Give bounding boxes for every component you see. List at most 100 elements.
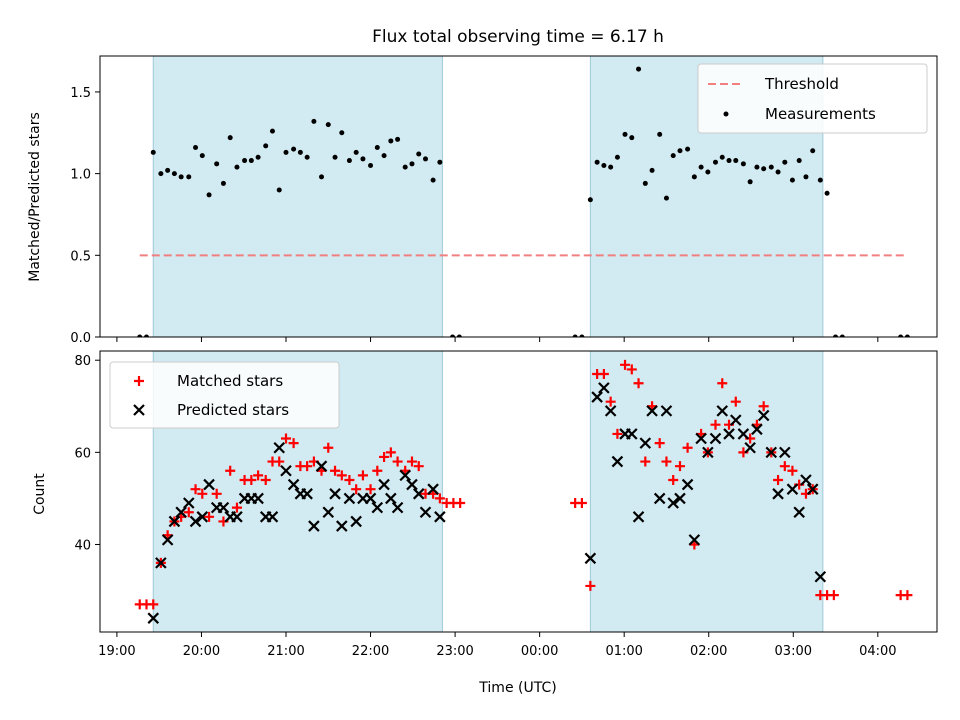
x-tick-label: 23:00 xyxy=(436,644,473,659)
predicted-star-point xyxy=(196,511,209,523)
predicted-star-point xyxy=(329,488,341,500)
measurement-point xyxy=(297,149,303,155)
matched-star-point xyxy=(585,580,596,591)
predicted-star-point xyxy=(584,552,597,565)
legend-measurements-label: Measurements xyxy=(765,105,876,123)
measurement-point xyxy=(677,148,683,154)
measurement-point xyxy=(360,156,366,162)
measurement-point xyxy=(214,161,220,167)
measurement-point xyxy=(572,334,578,337)
predicted-star-point xyxy=(660,405,673,417)
y-tick-label: 1.0 xyxy=(70,168,91,183)
measurement-point xyxy=(450,334,456,337)
matched-star-point xyxy=(674,461,685,472)
measurement-point xyxy=(810,148,816,154)
matched-star-point xyxy=(365,484,376,495)
matched-star-point xyxy=(773,474,784,485)
predicted-star-point xyxy=(182,497,195,509)
predicted-star-point xyxy=(611,455,624,468)
measurement-point xyxy=(199,153,205,159)
measurement-point xyxy=(833,334,839,337)
measurement-point xyxy=(456,334,462,337)
measurement-point xyxy=(263,143,269,149)
predicted-star-point xyxy=(793,506,805,519)
top-panel: 0.0 0.5 1.0 1.5 Threshold Measurements xyxy=(70,55,938,346)
measurement-point xyxy=(283,149,289,155)
measurement-point xyxy=(608,164,614,170)
x-tick-label: 04:00 xyxy=(859,644,896,659)
measurement-point xyxy=(437,159,443,165)
predicted-star-point xyxy=(378,478,390,491)
measurement-point xyxy=(733,158,739,164)
x-tick-label: 01:00 xyxy=(605,644,642,659)
matched-star-point xyxy=(372,465,383,476)
measurement-point xyxy=(726,158,732,164)
y-tick-label: 0.5 xyxy=(70,249,91,264)
measurement-point xyxy=(629,135,635,141)
measurement-point xyxy=(381,153,387,159)
predicted-star-point xyxy=(695,432,707,445)
measurement-point xyxy=(705,169,711,175)
predicted-star-point xyxy=(371,501,384,514)
measurement-point xyxy=(839,334,845,337)
matched-star-point xyxy=(302,461,313,472)
predicted-star-point xyxy=(757,409,770,422)
measurement-point xyxy=(670,153,676,159)
measurement-point xyxy=(269,128,275,134)
predicted-star-point xyxy=(626,428,638,440)
measurement-point xyxy=(242,158,248,164)
predicted-star-point xyxy=(737,428,750,440)
matched-star-point xyxy=(661,456,672,467)
measurement-point xyxy=(657,131,663,137)
matched-star-point xyxy=(392,456,403,467)
predicted-star-point xyxy=(391,501,404,514)
measurement-point xyxy=(150,149,156,155)
y-tick-label: 80 xyxy=(74,354,91,369)
measurement-point xyxy=(824,190,830,196)
matched-star-point xyxy=(717,378,728,389)
predicted-star-point xyxy=(273,441,286,454)
predicted-star-point xyxy=(800,474,812,486)
measurement-point xyxy=(171,171,177,177)
predicted-star-point xyxy=(343,492,356,505)
measurement-point xyxy=(636,66,642,72)
predicted-star-point xyxy=(786,483,799,495)
measurement-point xyxy=(178,174,184,180)
measurement-point xyxy=(663,195,669,201)
bottom-y-axis-label: Count xyxy=(32,473,48,515)
predicted-star-point xyxy=(155,557,167,569)
predicted-star-point xyxy=(765,446,778,459)
measurement-point xyxy=(165,167,171,173)
matched-star-point xyxy=(260,474,271,485)
measurement-point xyxy=(642,180,648,186)
predicted-star-point xyxy=(674,492,686,505)
measurement-point xyxy=(137,334,143,337)
measurement-point xyxy=(789,177,795,183)
legend-box xyxy=(697,63,928,134)
matched-star-point xyxy=(605,396,616,407)
matched-star-point xyxy=(344,474,355,485)
measurement-point xyxy=(388,138,394,144)
legend-predicted-swatch xyxy=(133,404,145,416)
y-tick-label: 60 xyxy=(74,446,91,461)
measurement-point xyxy=(579,334,585,337)
measurement-point xyxy=(276,187,282,193)
top-y-axis-label: Matched/Predicted stars xyxy=(27,112,43,282)
predicted-star-point xyxy=(189,515,202,528)
predicted-star-point xyxy=(772,488,784,500)
predicted-star-point xyxy=(308,520,320,532)
measurement-point xyxy=(339,130,345,136)
matched-star-point xyxy=(323,442,334,453)
measurement-point xyxy=(691,174,697,180)
predicted-star-point xyxy=(814,570,827,583)
predicted-star-point xyxy=(147,612,160,624)
matched-star-point xyxy=(330,465,341,476)
matched-star-point xyxy=(758,401,769,412)
matched-star-point xyxy=(336,470,347,481)
measurement-point xyxy=(698,164,704,170)
predicted-star-point xyxy=(280,464,292,477)
predicted-star-point xyxy=(385,492,397,505)
shaded-interval-0 xyxy=(152,56,443,337)
chart-title: Flux total observing time = 6.17 h xyxy=(372,27,664,47)
predicted-star-point xyxy=(716,405,729,417)
